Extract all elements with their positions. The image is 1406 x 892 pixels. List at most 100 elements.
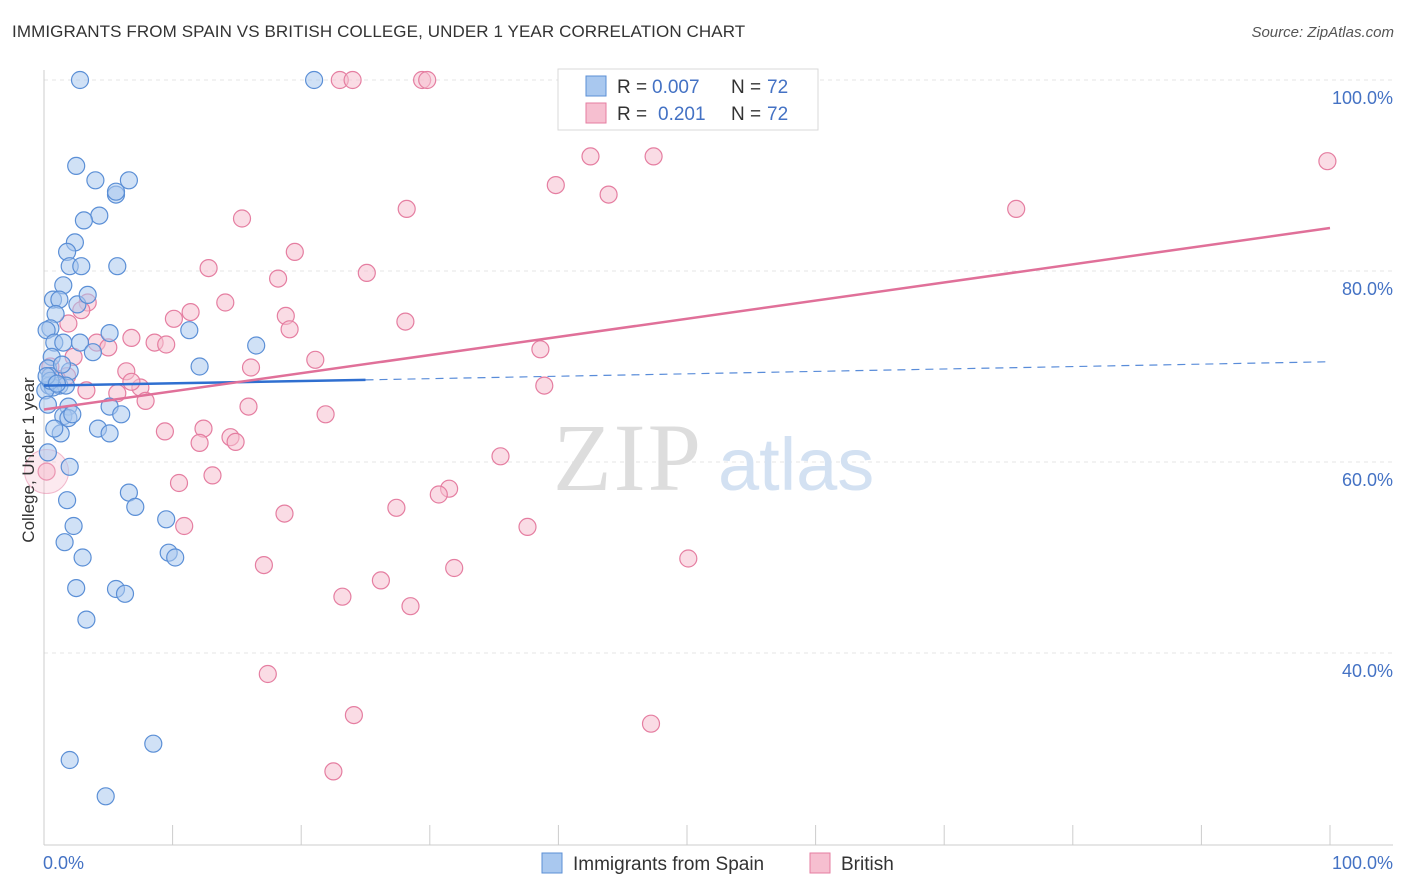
british-point-10 (397, 199, 416, 218)
british-point-65 (641, 714, 661, 733)
british-point-26 (122, 328, 141, 347)
spain-point-57 (67, 578, 86, 598)
british-point-1 (343, 70, 362, 90)
spain-point-13 (108, 257, 127, 276)
spain-point-2 (67, 156, 86, 175)
british-point-32 (306, 350, 325, 369)
british-point-52 (429, 485, 448, 504)
spain-point-48 (57, 491, 77, 510)
british-point-59 (445, 558, 464, 578)
spain-point-21 (100, 324, 119, 343)
british-point-5 (581, 147, 600, 166)
chart-source: Source: ZipAtlas.com (1251, 24, 1394, 41)
spain-point-59 (115, 584, 135, 603)
british-point-41 (239, 397, 258, 416)
bottom-legend-swatch-pink (809, 852, 831, 874)
spain-point-32 (190, 357, 209, 376)
x-tick-label-max: 100.0% (1332, 853, 1393, 873)
spain-point-56 (166, 548, 185, 567)
spain-point-26 (70, 333, 90, 352)
y-tick-labels: 100.0% 80.0% 60.0% 40.0% (1332, 88, 1393, 681)
british-point-54 (275, 504, 294, 523)
bottom-legend: Immigrants from Spain British (541, 852, 894, 875)
spain-point-69 (38, 395, 58, 414)
british-point-25 (280, 320, 299, 339)
british-point-62 (401, 597, 420, 616)
spain-point-60 (77, 610, 96, 629)
legend-n-value-pink: 72 (767, 104, 788, 125)
chart-title: IMMIGRANTS FROM SPAIN VS BRITISH COLLEGE… (12, 22, 746, 41)
spain-point-8 (74, 211, 94, 230)
y-tick-label-1: 80.0% (1342, 279, 1393, 299)
spain-point-27 (247, 336, 266, 355)
british-point-56 (518, 517, 537, 537)
spain-point-5 (119, 171, 138, 190)
british-point-3 (418, 70, 437, 90)
spain-point-51 (157, 510, 176, 529)
british-point-29 (157, 335, 176, 354)
spain-point-7 (90, 206, 109, 225)
british-point-15 (357, 263, 376, 282)
bottom-legend-label-pink: British (841, 854, 894, 875)
legend-n-value-blue: 72 (767, 77, 788, 98)
legend-r-value-pink: 0.201 (658, 104, 706, 125)
british-point-9 (599, 185, 618, 204)
british-point-42 (316, 405, 335, 424)
spain-point-70 (52, 355, 72, 374)
y-tick-label-0: 100.0% (1332, 88, 1393, 108)
british-point-63 (258, 664, 277, 684)
british-point-66 (324, 762, 343, 781)
british-point-64 (344, 705, 363, 725)
british-point-22 (164, 309, 183, 328)
british-point-55 (175, 516, 194, 536)
spain-point-40 (112, 405, 131, 424)
british-point-16 (269, 269, 288, 288)
british-point-67 (37, 462, 56, 481)
spain-point-54 (73, 548, 92, 567)
british-point-6 (644, 147, 663, 166)
british-point-49 (203, 466, 222, 485)
x-tick-label-min: 0.0% (43, 853, 84, 873)
british-point-53 (387, 498, 406, 517)
spain-point-53 (55, 533, 74, 552)
spain-point-1 (305, 70, 324, 90)
british-point-48 (491, 447, 510, 466)
legend-n-label-blue: N = (731, 77, 761, 98)
legend-r-label-blue: R = (617, 77, 647, 98)
spain-trend-line-extension (365, 361, 1331, 381)
spain-point-67 (63, 405, 82, 424)
spain-point-52 (64, 516, 83, 536)
spain-point-61 (144, 734, 163, 753)
spain-point-47 (60, 457, 79, 476)
spain-point-6 (106, 182, 126, 201)
spain-point-22 (180, 321, 199, 340)
spain-point-71 (83, 343, 103, 362)
bottom-legend-swatch-blue (541, 852, 563, 874)
british-point-50 (169, 473, 189, 493)
spain-points (36, 70, 324, 806)
spain-point-66 (47, 374, 67, 393)
british-point-31 (531, 340, 550, 359)
spain-point-0 (70, 70, 90, 90)
spain-point-25 (54, 333, 73, 352)
spain-point-44 (100, 424, 119, 443)
spain-point-50 (126, 497, 145, 516)
british-point-61 (333, 587, 352, 606)
legend-r-value-blue: 0.007 (652, 77, 700, 98)
british-point-13 (285, 242, 304, 261)
british-point-7 (1318, 152, 1337, 171)
british-point-17 (216, 293, 235, 312)
british-trend-line (43, 226, 1331, 411)
british-point-46 (226, 432, 245, 451)
british-point-58 (254, 555, 273, 575)
legend-n-label-pink: N = (731, 104, 761, 125)
british-point-20 (181, 303, 200, 322)
bottom-legend-label-blue: Immigrants from Spain (573, 854, 764, 875)
legend-swatch-blue (585, 75, 607, 97)
british-point-23 (396, 312, 415, 331)
y-axis-label: College, Under 1 year (19, 377, 38, 543)
british-point-24 (59, 314, 78, 333)
british-point-11 (1007, 199, 1026, 218)
trend-lines (43, 226, 1331, 411)
british-point-8 (546, 176, 565, 195)
